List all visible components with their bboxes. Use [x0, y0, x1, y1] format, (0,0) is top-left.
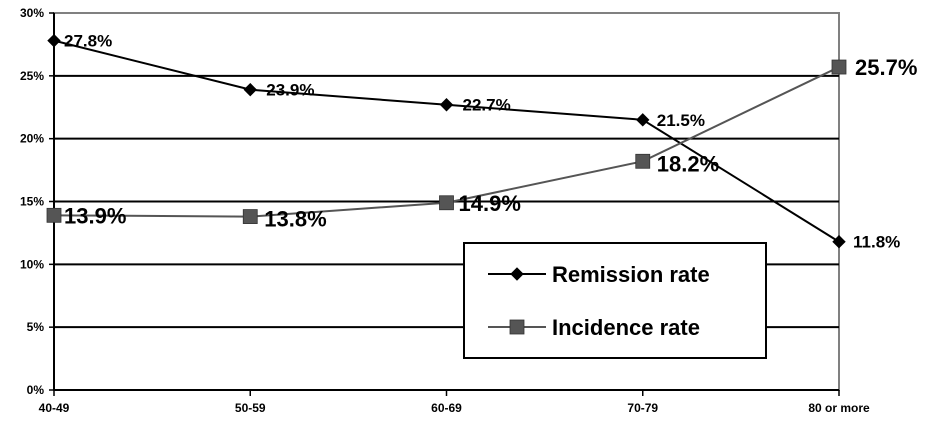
incidence-data-label: 14.9% [459, 191, 521, 216]
x-tick-label: 60-69 [431, 401, 462, 415]
y-tick-label: 25% [20, 69, 44, 83]
x-tick-label: 70-79 [627, 401, 658, 415]
y-tick-label: 15% [20, 195, 44, 209]
diamond-marker [243, 82, 257, 97]
axes: 0% 5% 10% 15% 20% 25% 30% 40-49 50-59 60-69 70-79 8… [20, 6, 870, 415]
series-lines [46, 33, 847, 249]
square-marker [635, 153, 651, 169]
x-tick-label: 40-49 [39, 401, 70, 415]
legend-diamond-marker [510, 267, 524, 281]
incidence-data-label: 18.2% [657, 151, 719, 176]
y-tick-label: 5% [27, 320, 45, 334]
legend-label: Incidence rate [552, 315, 700, 340]
remission-data-label: 22.7% [463, 96, 511, 115]
series-line [53, 66, 840, 218]
incidence-data-label: 13.9% [64, 203, 126, 228]
data-labels: 27.8% 23.9% 22.7% 21.5% 11.8% 13.9% 13.8% 14.9%… [64, 32, 917, 252]
y-tick-label: 20% [20, 132, 44, 146]
square-marker [831, 59, 847, 75]
diamond-marker [636, 113, 650, 127]
legend-item-remission: Remission rate [488, 262, 710, 287]
remission-data-label: 11.8% [853, 233, 900, 252]
legend-label: Remission rate [552, 262, 710, 287]
legend-box [463, 242, 767, 359]
incidence-data-label: 25.7% [855, 55, 917, 80]
square-marker [439, 195, 454, 211]
remission-data-label: 21.5% [657, 111, 705, 130]
series-incidence [46, 59, 847, 224]
diamond-marker [47, 33, 61, 48]
diamond-marker [832, 235, 846, 249]
diamond-marker [439, 98, 454, 112]
y-tick-label: 0% [27, 383, 45, 397]
series-remission [47, 33, 846, 249]
legend: Remission rate Incidence rate [463, 242, 767, 359]
y-tick-label: 10% [20, 257, 44, 271]
x-tick-label: 80 or more [808, 401, 870, 415]
y-tick-label: 30% [20, 6, 44, 20]
square-marker [242, 209, 258, 224]
remission-data-label: 23.9% [266, 81, 314, 100]
legend-square-marker [509, 319, 525, 335]
legend-item-incidence: Incidence rate [488, 315, 700, 340]
x-tick-label: 50-59 [235, 401, 266, 415]
square-marker [46, 207, 62, 223]
remission-data-label: 27.8% [64, 32, 112, 51]
incidence-data-label: 13.8% [264, 207, 326, 232]
series-line [53, 39, 840, 243]
